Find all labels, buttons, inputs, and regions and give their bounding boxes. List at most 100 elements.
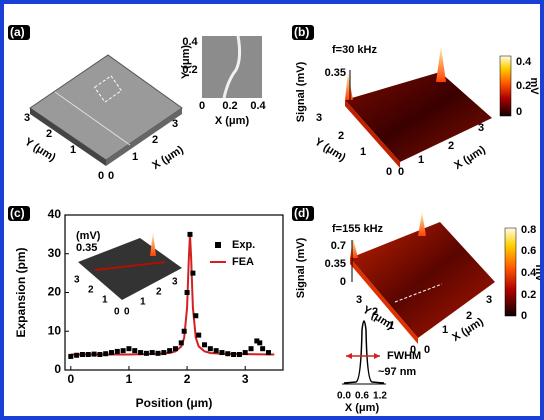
axis-label: Position (μm) [136,396,213,410]
y-tick-label: 20 [48,285,62,299]
afm-feature [54,91,131,146]
inset-ridge [94,261,166,271]
data-point [138,350,144,356]
legend-label: Exp. [232,239,255,251]
y-tick-label: 3 [74,275,80,286]
y-tick-label: 2 [338,130,344,142]
x-tick-label: 0.4 [250,100,266,112]
y-tick-label: 0 [98,170,104,182]
x-tick-label: 3 [486,294,492,306]
x-tick-label: 1 [132,151,138,163]
profile-curve [343,320,385,384]
data-point [257,340,263,346]
data-point [161,350,167,356]
colorbar-tick-label: 0 [521,310,527,322]
colorbar-tick-label: 0.2 [521,289,536,301]
y-tick-label: 2 [88,285,94,296]
x-tick-label: 2 [152,134,158,146]
sem-line [222,35,242,99]
profile-line [394,283,443,303]
data-point [120,348,126,354]
y-tick-label: 1 [360,146,366,158]
axis-label: (mV) [76,230,101,242]
x-tick-label: 1 [442,324,448,336]
legend-swatch [215,242,221,248]
data-point [74,352,80,358]
data-point [219,350,225,356]
data-point [231,352,237,357]
y-tick-label: 3 [356,294,362,306]
data-point [207,346,213,352]
signal-surface [345,72,492,162]
y-tick-label: 0 [54,362,61,376]
inset-surface [78,238,182,300]
axis-label: Y (μm) [180,45,192,79]
panel-label-box [292,206,314,221]
x-tick-label: 1.2 [373,391,387,402]
data-point [126,346,132,352]
data-point [181,328,187,334]
signal-peak [418,212,426,236]
colorbar-tick-label: 0.6 [521,245,536,257]
x-tick-label: 0 [124,307,130,318]
data-point [213,348,219,354]
x-tick-label: 0.0 [337,391,351,402]
data-point [242,350,248,356]
axis-label: X (μm) [345,402,380,414]
z-tick-label: 0.35 [325,67,346,79]
x-tick-label: 0 [108,170,114,182]
colorbar-tick-label: 0.8 [521,224,536,236]
arrow-head [374,353,380,359]
axis-label: Signal (mV) [295,237,307,298]
scan-box [93,75,123,103]
panel-label-box [8,25,30,40]
frequency: f=155 kHz [332,223,384,235]
data-point [85,352,91,357]
y-tick-label: 40 [48,207,62,221]
x-tick-label: 2 [184,372,191,386]
x-tick-label: 2 [448,140,454,152]
data-point [190,270,196,276]
signal-surface [350,222,495,338]
x-tick-label: 3 [172,118,178,130]
y-tick-label: 1 [102,295,108,306]
z-tick-label: 0.35 [325,258,346,270]
data-point [79,352,85,357]
data-point [155,350,161,356]
arrow-head [346,353,352,359]
annotation: ~97 nm [378,366,416,378]
sem-inset [202,36,262,98]
y-tick-label: 2 [372,306,378,318]
data-point [260,346,266,352]
x-tick-label: 1 [126,372,133,386]
data-point [172,346,178,352]
x-tick-label: 1 [418,154,424,166]
axis-label: Expansion (pm) [14,247,28,337]
surface-edge [350,258,418,344]
frequency: f=30 kHz [332,44,377,56]
data-point [167,348,173,354]
z-tick-label: 0.7 [331,240,346,252]
data-point [184,290,190,295]
y-tick-label: 10 [48,323,62,337]
data-point [265,350,271,356]
y-tick-label: 30 [48,246,62,260]
colorbar-tick-label: 0.4 [521,267,537,279]
data-point [236,352,242,357]
axis-label: Signal (mV) [295,61,307,122]
data-point [91,351,97,357]
legend-label: FEA [232,256,254,268]
colorbar-tick-label: 0.2 [516,80,531,92]
data-point [114,348,120,354]
x-tick-label: 0 [199,100,205,112]
data-point [103,351,109,357]
panel-label: (d) [294,206,309,220]
y-tick-label: 1 [70,144,76,156]
x-tick-label: 3 [172,277,178,288]
y-tick-label: 3 [316,112,322,124]
y-tick-label: 0.2 [182,64,197,76]
annotation: FWHM [387,350,421,362]
colorbar-unit: mV [533,264,544,282]
colorbar-tick-label: 0.4 [516,56,532,68]
